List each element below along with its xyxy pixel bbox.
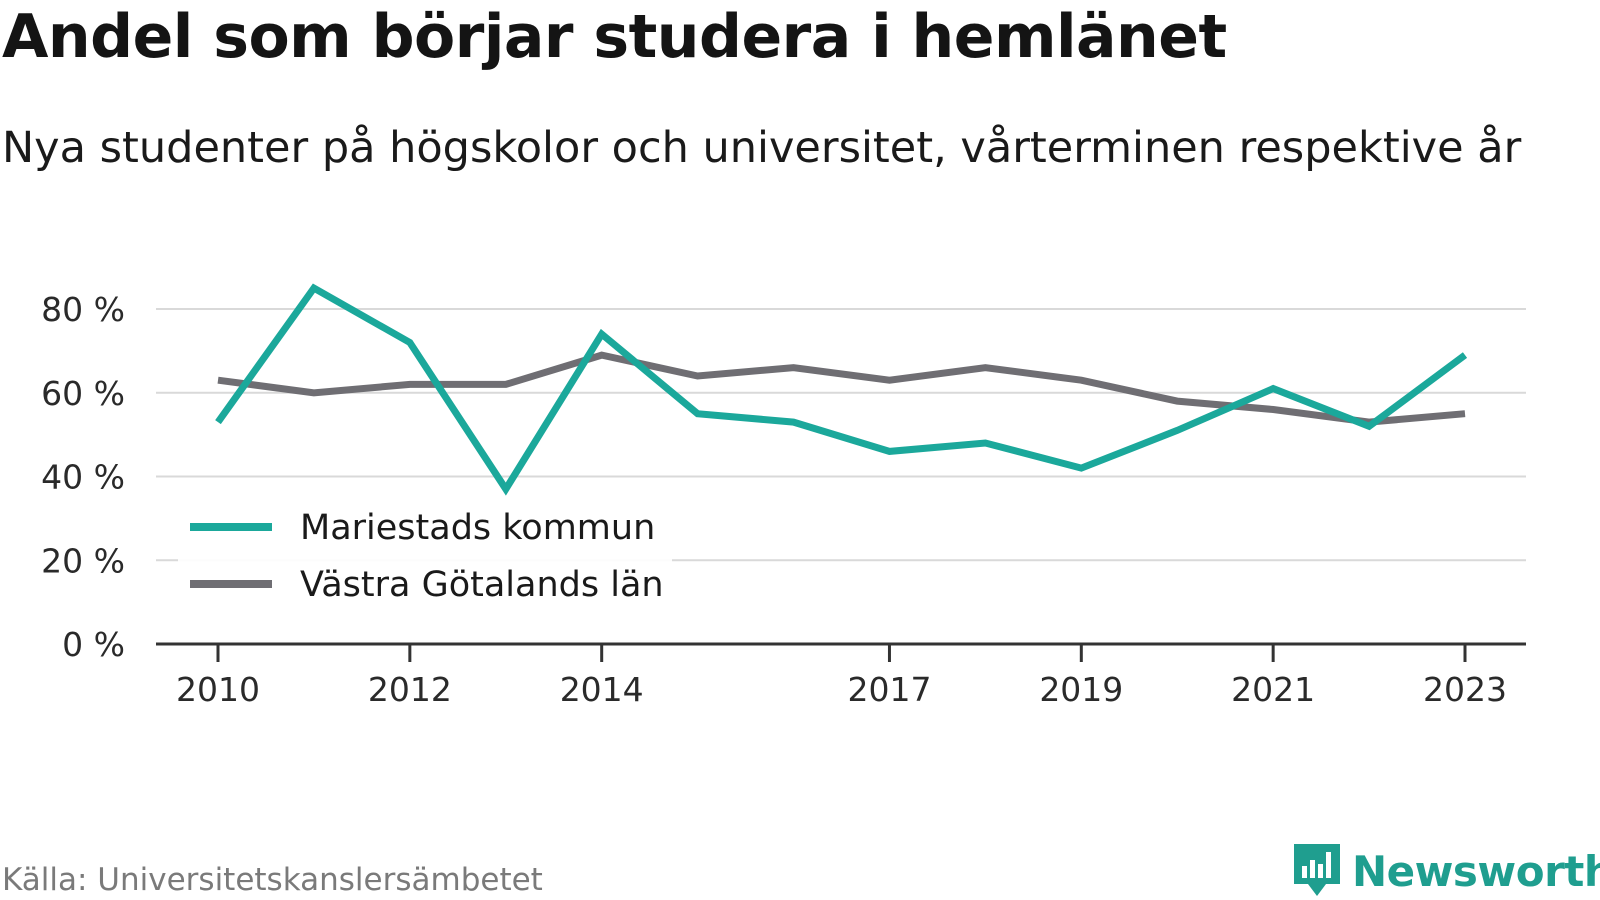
y-tick-label: 80 % bbox=[41, 290, 125, 329]
x-tick-label: 2014 bbox=[560, 670, 644, 709]
newsworthy-logo-icon bbox=[1294, 844, 1340, 896]
series-line-0 bbox=[215, 283, 1468, 496]
y-tick-label: 20 % bbox=[41, 541, 125, 580]
x-tick-label: 2023 bbox=[1423, 670, 1507, 709]
legend-label: Västra Götalands län bbox=[300, 565, 664, 605]
chart-title: Andel som börjar studera i hemlänet bbox=[2, 2, 1227, 72]
legend-background bbox=[178, 500, 672, 612]
x-tick-label: 2012 bbox=[368, 670, 452, 709]
x-tick-label: 2010 bbox=[176, 670, 260, 709]
x-tick-label: 2021 bbox=[1231, 670, 1315, 709]
source-text: Källa: Universitetskanslersämbetet bbox=[2, 862, 543, 898]
y-tick-label: 0 % bbox=[62, 625, 125, 664]
x-tick-label: 2019 bbox=[1039, 670, 1123, 709]
chart-subtitle: Nya studenter på högskolor och universit… bbox=[2, 123, 1522, 173]
y-tick-label: 40 % bbox=[41, 458, 125, 497]
x-tick-label: 2017 bbox=[847, 670, 931, 709]
legend-label: Mariestads kommun bbox=[300, 508, 655, 548]
brand-logo: Newsworthy bbox=[1290, 842, 1600, 900]
brand-name: Newsworthy bbox=[1352, 846, 1600, 896]
y-tick-label: 60 % bbox=[41, 374, 125, 413]
series-line-1 bbox=[217, 351, 1466, 426]
